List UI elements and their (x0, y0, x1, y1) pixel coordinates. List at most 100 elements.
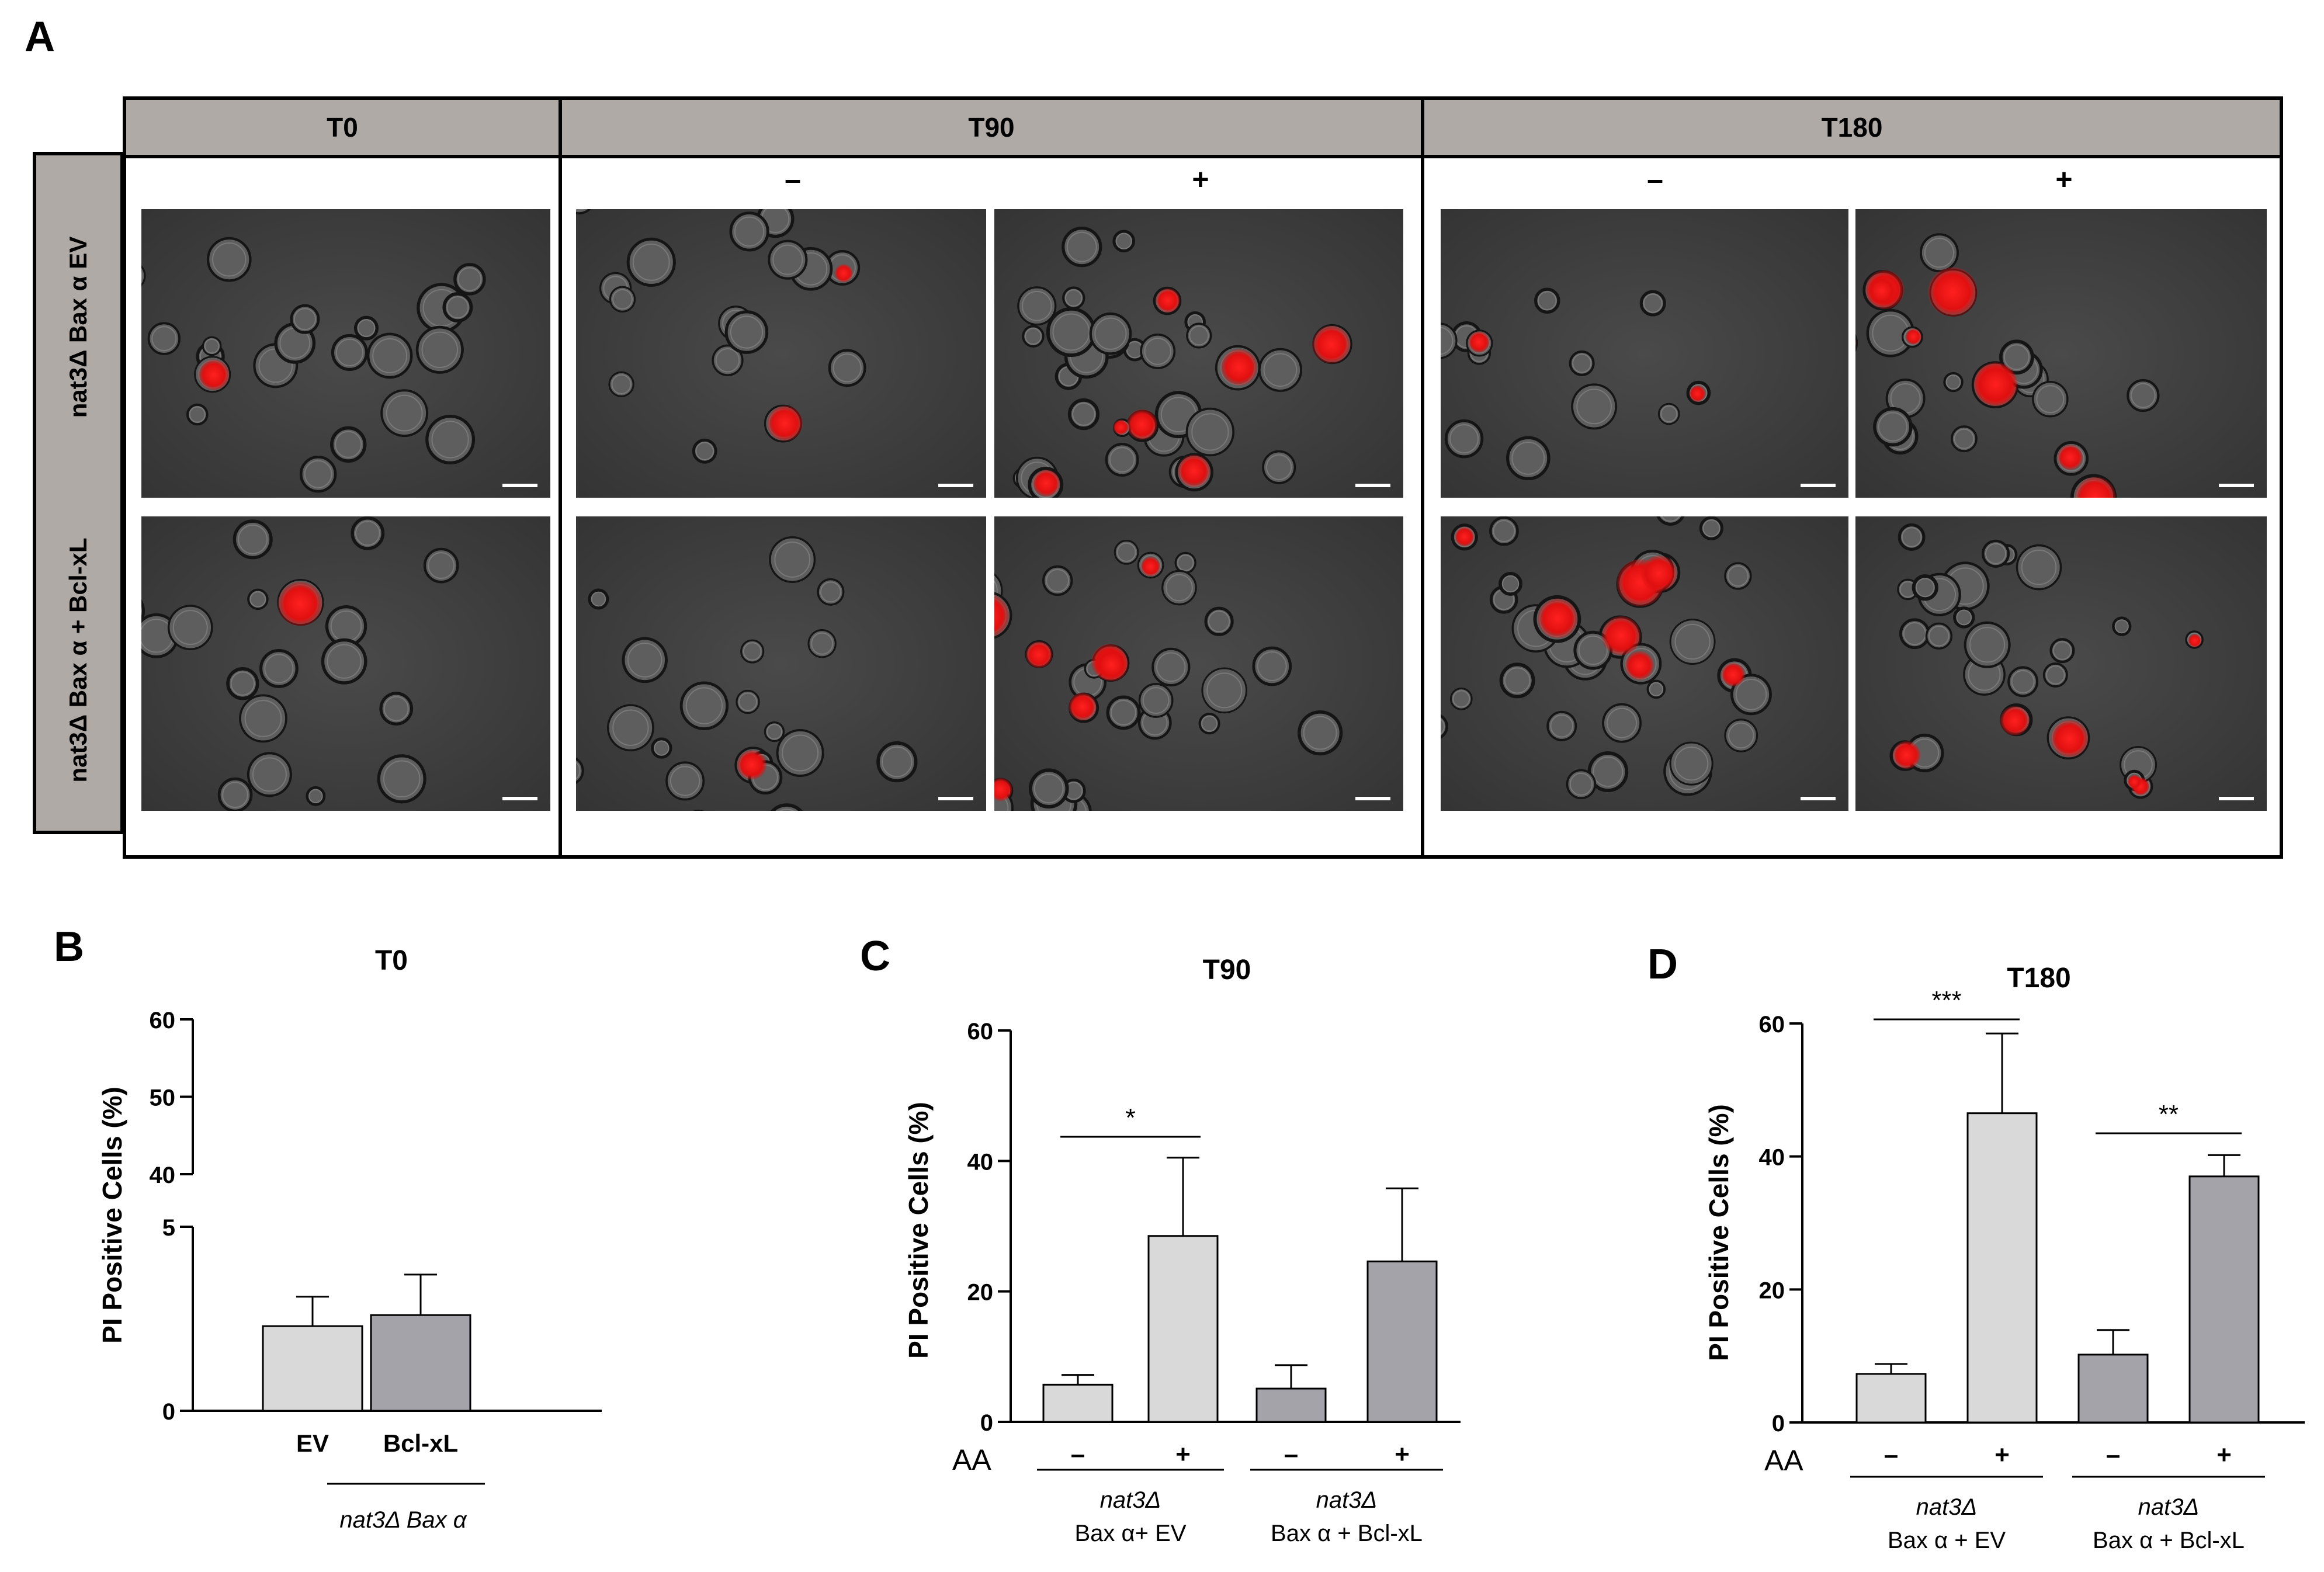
yeast-cell (1198, 713, 1220, 735)
yeast-cell (1449, 687, 1473, 710)
yeast-cell-halo (820, 581, 841, 603)
yeast-cell (1028, 768, 1069, 808)
yeast-cell (1499, 662, 1535, 699)
yeast-cell (1656, 516, 1685, 526)
pi-positive-cell (2057, 445, 2083, 470)
pi-positive-cell (1113, 419, 1129, 435)
yeast-cell (1252, 646, 1292, 686)
chart-title: T0 (375, 945, 408, 976)
yeast-cell-halo (386, 394, 423, 432)
m5-image (1855, 209, 2267, 498)
yeast-cell (226, 667, 259, 700)
pi-positive-cell (1640, 555, 1677, 592)
yeast-cell (764, 721, 785, 742)
yeast-cell (1657, 402, 1680, 425)
column-header-t0-label: T0 (327, 112, 358, 143)
y-tick-label: 0 (1772, 1411, 1785, 1436)
row-header-bax-bclxl-label: nat3Δ Bax α + Bcl-xL (64, 537, 92, 783)
y-tick-label: 40 (967, 1149, 994, 1175)
yeast-cell-halo (1065, 289, 1083, 307)
bar-1 (1966, 1112, 2038, 1424)
yeast-cell (141, 265, 146, 287)
yeast-cell (366, 332, 413, 379)
column-header-t90-label: T90 (968, 112, 1015, 143)
yeast-cell (442, 292, 473, 323)
yeast-cell-halo (2052, 641, 2072, 660)
yeast-cell (1499, 572, 1522, 596)
yeast-cell-halo (1550, 714, 1574, 738)
m9-image (1441, 516, 1848, 811)
m2-image (576, 209, 986, 498)
micrograph-t180-minus-ev (1441, 209, 1848, 498)
yeast-cell-halo (244, 700, 282, 737)
yeast-cell (1952, 606, 1975, 629)
yeast-cell-halo (1649, 682, 1664, 697)
y-axis-label: PI Positive Cells (%) (97, 1087, 127, 1344)
yeast-cell-halo (238, 524, 268, 554)
yeast-cell (729, 211, 769, 252)
yeast-cell-halo (1046, 569, 1070, 592)
panel-d-letter: D (1647, 941, 1678, 988)
aa-sign: + (1995, 1441, 2010, 1469)
yeast-cell-halo (1094, 317, 1127, 350)
yeast-cell-halo (576, 209, 585, 211)
yeast-cell-halo (1578, 636, 1608, 665)
row-header-bax-bclxl: nat3Δ Bax α + Bcl-xL (36, 502, 120, 818)
m10-image (1855, 516, 2267, 811)
pi-positive-cell (1905, 328, 1921, 345)
group-label-plasmid: Bax α + EV (1888, 1528, 2006, 1553)
bar-0 (1855, 1373, 1927, 1424)
yeast-cell-halo (1441, 327, 1454, 355)
yeast-cell (776, 728, 824, 777)
yeast-cell-halo (1441, 718, 1445, 735)
pi-positive-cell (1068, 692, 1097, 721)
panel-c-letter: C (860, 933, 890, 980)
yeast-cell-halo (2036, 385, 2065, 414)
yeast-cell-halo (1924, 238, 1955, 268)
yeast-cell (724, 310, 769, 354)
scale-bar (502, 484, 537, 487)
yeast-cell-halo (734, 216, 765, 247)
group-label-strain: nat3Δ (1100, 1487, 1161, 1513)
pi-positive-cell (1892, 741, 1921, 769)
yeast-cell-halo (994, 792, 1009, 811)
bar-0 (1042, 1383, 1114, 1423)
group-label-strain: nat3Δ (2138, 1494, 2200, 1520)
yeast-cell-halo (1266, 454, 1292, 480)
pi-positive-cell (1689, 385, 1706, 402)
yeast-cell-halo (1607, 707, 1638, 738)
yeast-cell (1138, 683, 1174, 718)
yeast-cell (1569, 350, 1595, 376)
yeast-cell (1017, 286, 1057, 326)
yeast-cell (1546, 710, 1577, 741)
group-label: nat3Δ Bax α (339, 1507, 467, 1533)
yeast-cell-halo (591, 591, 606, 607)
yeast-cell (1724, 719, 1758, 752)
m7-image (576, 516, 986, 811)
pi-positive-cell (1312, 325, 1351, 364)
pi-positive-cell (994, 778, 1012, 801)
bar-ev (262, 1325, 363, 1412)
t90-plus-sign: + (1192, 163, 1209, 196)
frame-t180 (1421, 155, 2283, 859)
yeast-cell-halo (1504, 667, 1531, 694)
pi-positive-cell (198, 359, 230, 390)
yeast-cell-halo (670, 766, 700, 796)
yeast-cell-halo (1116, 542, 1136, 562)
yeast-cell (651, 737, 672, 759)
yeast-cell (186, 403, 209, 426)
yeast-cell-halo (654, 740, 670, 756)
yeast-cell (2127, 379, 2160, 412)
yeast-cell-halo (141, 271, 143, 281)
yeast-cell (807, 629, 837, 658)
bar-3 (1366, 1260, 1438, 1423)
yeast-cell (1506, 436, 1551, 481)
yeast-cell (1566, 769, 1597, 800)
bar-2 (1255, 1387, 1327, 1423)
yeast-cell (712, 344, 744, 376)
yeast-cell-halo (1945, 374, 1961, 390)
yeast-cell-halo (1956, 609, 1972, 626)
pi-positive-cell (737, 749, 767, 780)
yeast-cell-halo (1189, 325, 1209, 346)
yeast-cell-halo (2021, 549, 2057, 585)
